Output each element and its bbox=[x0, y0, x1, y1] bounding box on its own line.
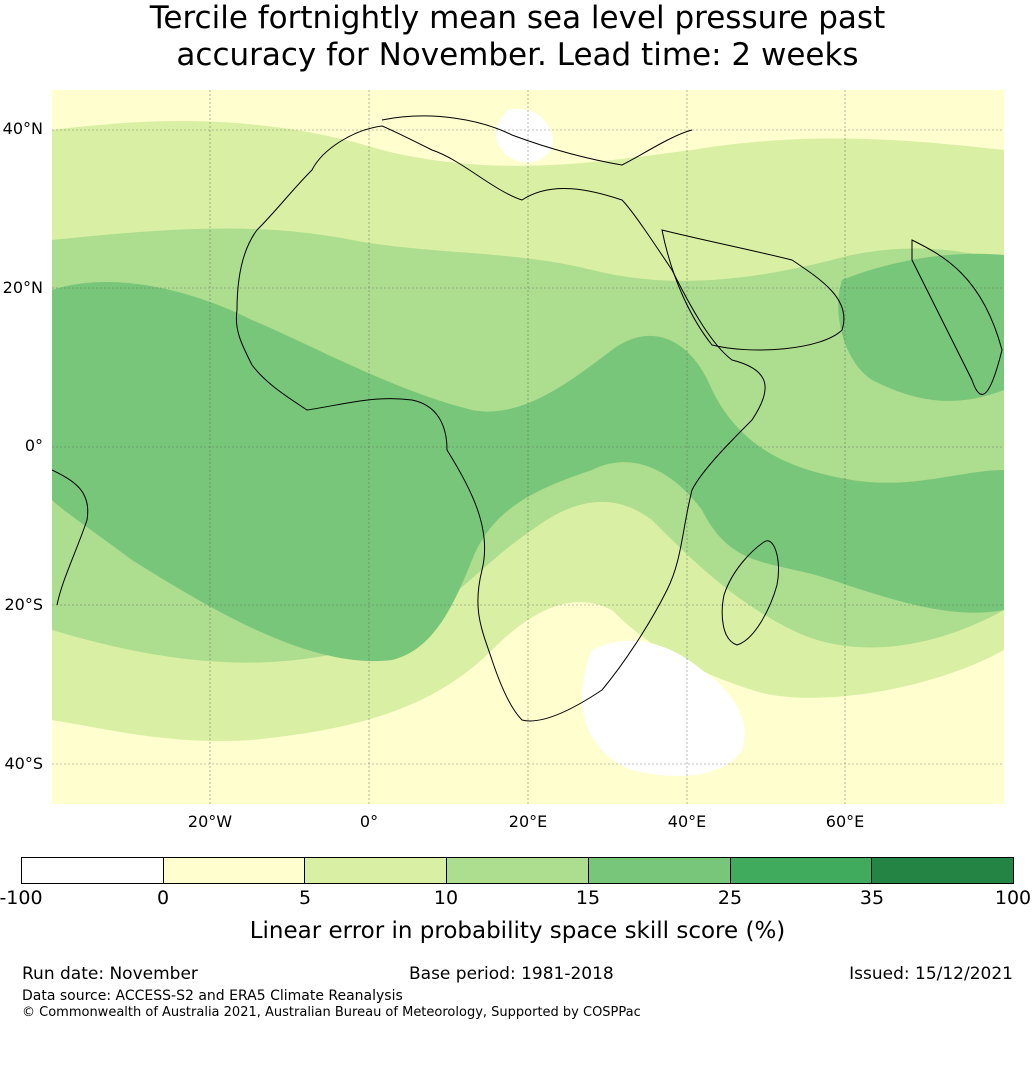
lat-label-0: 0° bbox=[24, 436, 43, 455]
india-coastline bbox=[911, 239, 1003, 395]
colorbar-label: Linear error in probability space skill … bbox=[249, 918, 786, 944]
lon-label-20w: 20°W bbox=[187, 812, 233, 831]
colorbar-tick: 5 bbox=[298, 887, 312, 909]
graticule bbox=[52, 90, 1004, 804]
skill-score-map bbox=[52, 90, 1004, 804]
colorbar-tick: 100 bbox=[994, 887, 1032, 909]
map-title: Tercile fortnightly mean sea level press… bbox=[0, 0, 1035, 74]
base-period: Base period: 1981-2018 bbox=[409, 964, 614, 984]
lat-label-20n: 20°N bbox=[2, 278, 43, 297]
colorbar-tick: 35 bbox=[859, 887, 885, 909]
issued-date: Issued: 15/12/2021 bbox=[849, 964, 1013, 984]
colorbar-segment-1 bbox=[21, 857, 163, 884]
data-source: Data source: ACCESS-S2 and ERA5 Climate … bbox=[22, 988, 403, 1004]
colorbar bbox=[21, 857, 1015, 884]
title-line-1: Tercile fortnightly mean sea level press… bbox=[149, 0, 886, 36]
lon-label-0: 0° bbox=[359, 812, 379, 831]
africa-coastline bbox=[235, 125, 766, 722]
lat-label-20s: 20°S bbox=[4, 595, 43, 614]
colorbar-segment-4 bbox=[446, 857, 588, 884]
colorbar-tick: 25 bbox=[717, 887, 743, 909]
lon-label-60e: 60°E bbox=[825, 812, 865, 831]
map-field-svg bbox=[52, 90, 1004, 804]
run-date: Run date: November bbox=[22, 964, 198, 984]
arabian-peninsula-coastline bbox=[661, 229, 845, 351]
colorbar-segment-6 bbox=[729, 857, 872, 884]
copyright-notice: © Commonwealth of Australia 2021, Austra… bbox=[22, 1005, 641, 1020]
lat-label-40s: 40°S bbox=[4, 754, 43, 773]
colorbar-tick: 15 bbox=[575, 887, 601, 909]
lon-label-40e: 40°E bbox=[667, 812, 707, 831]
coastlines bbox=[52, 115, 1003, 722]
colorbar-tick: 10 bbox=[433, 887, 459, 909]
lon-label-20e: 20°E bbox=[508, 812, 548, 831]
madagascar-coastline bbox=[721, 540, 779, 646]
colorbar-segment-3 bbox=[304, 857, 447, 884]
colorbar-segment-2 bbox=[162, 857, 305, 884]
colorbar-tick: -100 bbox=[0, 887, 43, 909]
colorbar-tick: 0 bbox=[156, 887, 170, 909]
field-band-negative-med bbox=[495, 108, 553, 163]
field-band-negative-south bbox=[582, 640, 745, 776]
colorbar-segment-5 bbox=[587, 857, 730, 884]
colorbar-segment-7 bbox=[871, 857, 1015, 884]
field-band-15-25-india bbox=[838, 253, 1004, 401]
title-line-2: accuracy for November. Lead time: 2 week… bbox=[176, 37, 859, 73]
south-america-coastline bbox=[52, 469, 89, 606]
mediterranean-coastline bbox=[381, 115, 693, 166]
lat-label-40n: 40°N bbox=[2, 119, 43, 138]
